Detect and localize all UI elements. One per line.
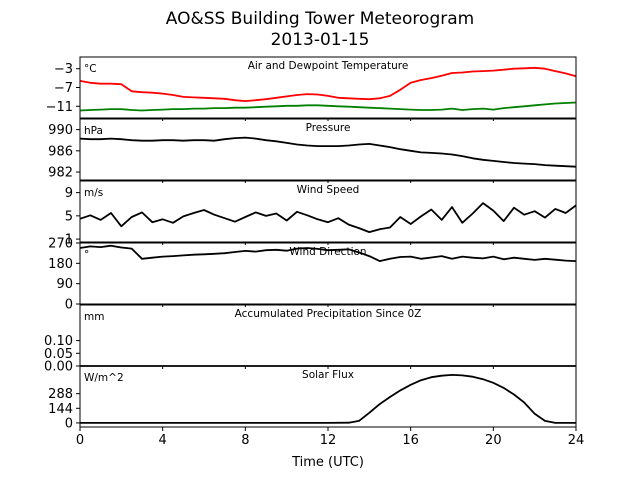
panel-6-unit: W/m^2 [84, 372, 124, 384]
figure-subtitle: 2013-01-15 [271, 30, 370, 50]
panel-5-title: Accumulated Precipitation Since 0Z [235, 308, 422, 320]
x-axis-label: Time (UTC) [291, 455, 364, 470]
panel-4: 270 180 90 0 Wind Direction ° [48, 237, 577, 313]
panel-1-ytick-label: −3 [54, 62, 73, 77]
panel-4-series-line-1 [79, 244, 577, 263]
panel-3-ytick-label: 5 [65, 209, 73, 224]
xtick-label: 4 [159, 433, 167, 448]
panel-1-ytick-label: −11 [46, 100, 73, 115]
panel-2-title: Pressure [306, 122, 351, 134]
xtick-label: 24 [568, 433, 585, 448]
panel-2-ytick-label: 986 [48, 144, 73, 159]
panel-3-series-line-1 [79, 202, 577, 234]
panel-6-title: Solar Flux [302, 369, 354, 381]
xtick-label: 0 [76, 433, 84, 448]
panel-6-ytick-label: 144 [48, 402, 73, 417]
panel-4-title: Wind Direction [289, 246, 366, 258]
panel-2-ytick-label: 982 [48, 166, 73, 181]
panel-4-ytick-label: 90 [56, 277, 73, 292]
panel-2: 990 986 982 Pressure hPa [48, 118, 577, 183]
panel-2-series-line-1 [79, 136, 577, 168]
panel-4-ytick-label: 180 [48, 257, 73, 272]
panel-3-ytick-label: 1 [65, 233, 73, 248]
panel-1-title: Air and Dewpoint Temperature [248, 60, 409, 72]
panel-3-unit: m/s [84, 187, 103, 199]
panel-1-ytick-label: −7 [54, 81, 73, 96]
panel-5-ytick-label: 0.05 [44, 347, 73, 362]
xtick-label: 12 [320, 433, 337, 448]
panel-5-ytick-label: 0.10 [44, 334, 73, 349]
panel-3-ytick-label: 9 [65, 186, 73, 201]
panel-6-ytick-label: 0 [65, 416, 73, 431]
panel-3: 9 5 1 Wind Speed m/s [65, 180, 577, 248]
panel-1-unit: °C [84, 63, 97, 75]
panel-4-ytick-label: 0 [65, 298, 73, 313]
panel-5-ytick-label: 0.00 [44, 360, 73, 375]
figure-title: AO&SS Building Tower Meteorogram [166, 9, 474, 29]
panel-4-ytick-label: 270 [48, 237, 73, 252]
panel-1: −3 −7 −11 Air and Dewpoint Temperature °C [46, 56, 577, 121]
panel-3-title: Wind Speed [297, 184, 360, 196]
panel-4-unit: ° [84, 249, 89, 261]
panel-1-series-line-2 [79, 101, 577, 112]
xtick-label: 20 [485, 433, 502, 448]
panel-6-series-line-1 [80, 373, 576, 424]
panel-5: 0.100.050.00 Accumulated Precipitation Si… [44, 304, 577, 375]
panel-5-unit: mm [84, 311, 104, 323]
xtick-label: 16 [402, 433, 419, 448]
panel-2-unit: hPa [84, 125, 103, 137]
panel-1-series-line-1 [79, 66, 577, 102]
xtick-label: 8 [241, 433, 249, 448]
panel-2-ytick-label: 990 [48, 123, 73, 138]
panel-6-ytick-label: 288 [48, 387, 73, 402]
